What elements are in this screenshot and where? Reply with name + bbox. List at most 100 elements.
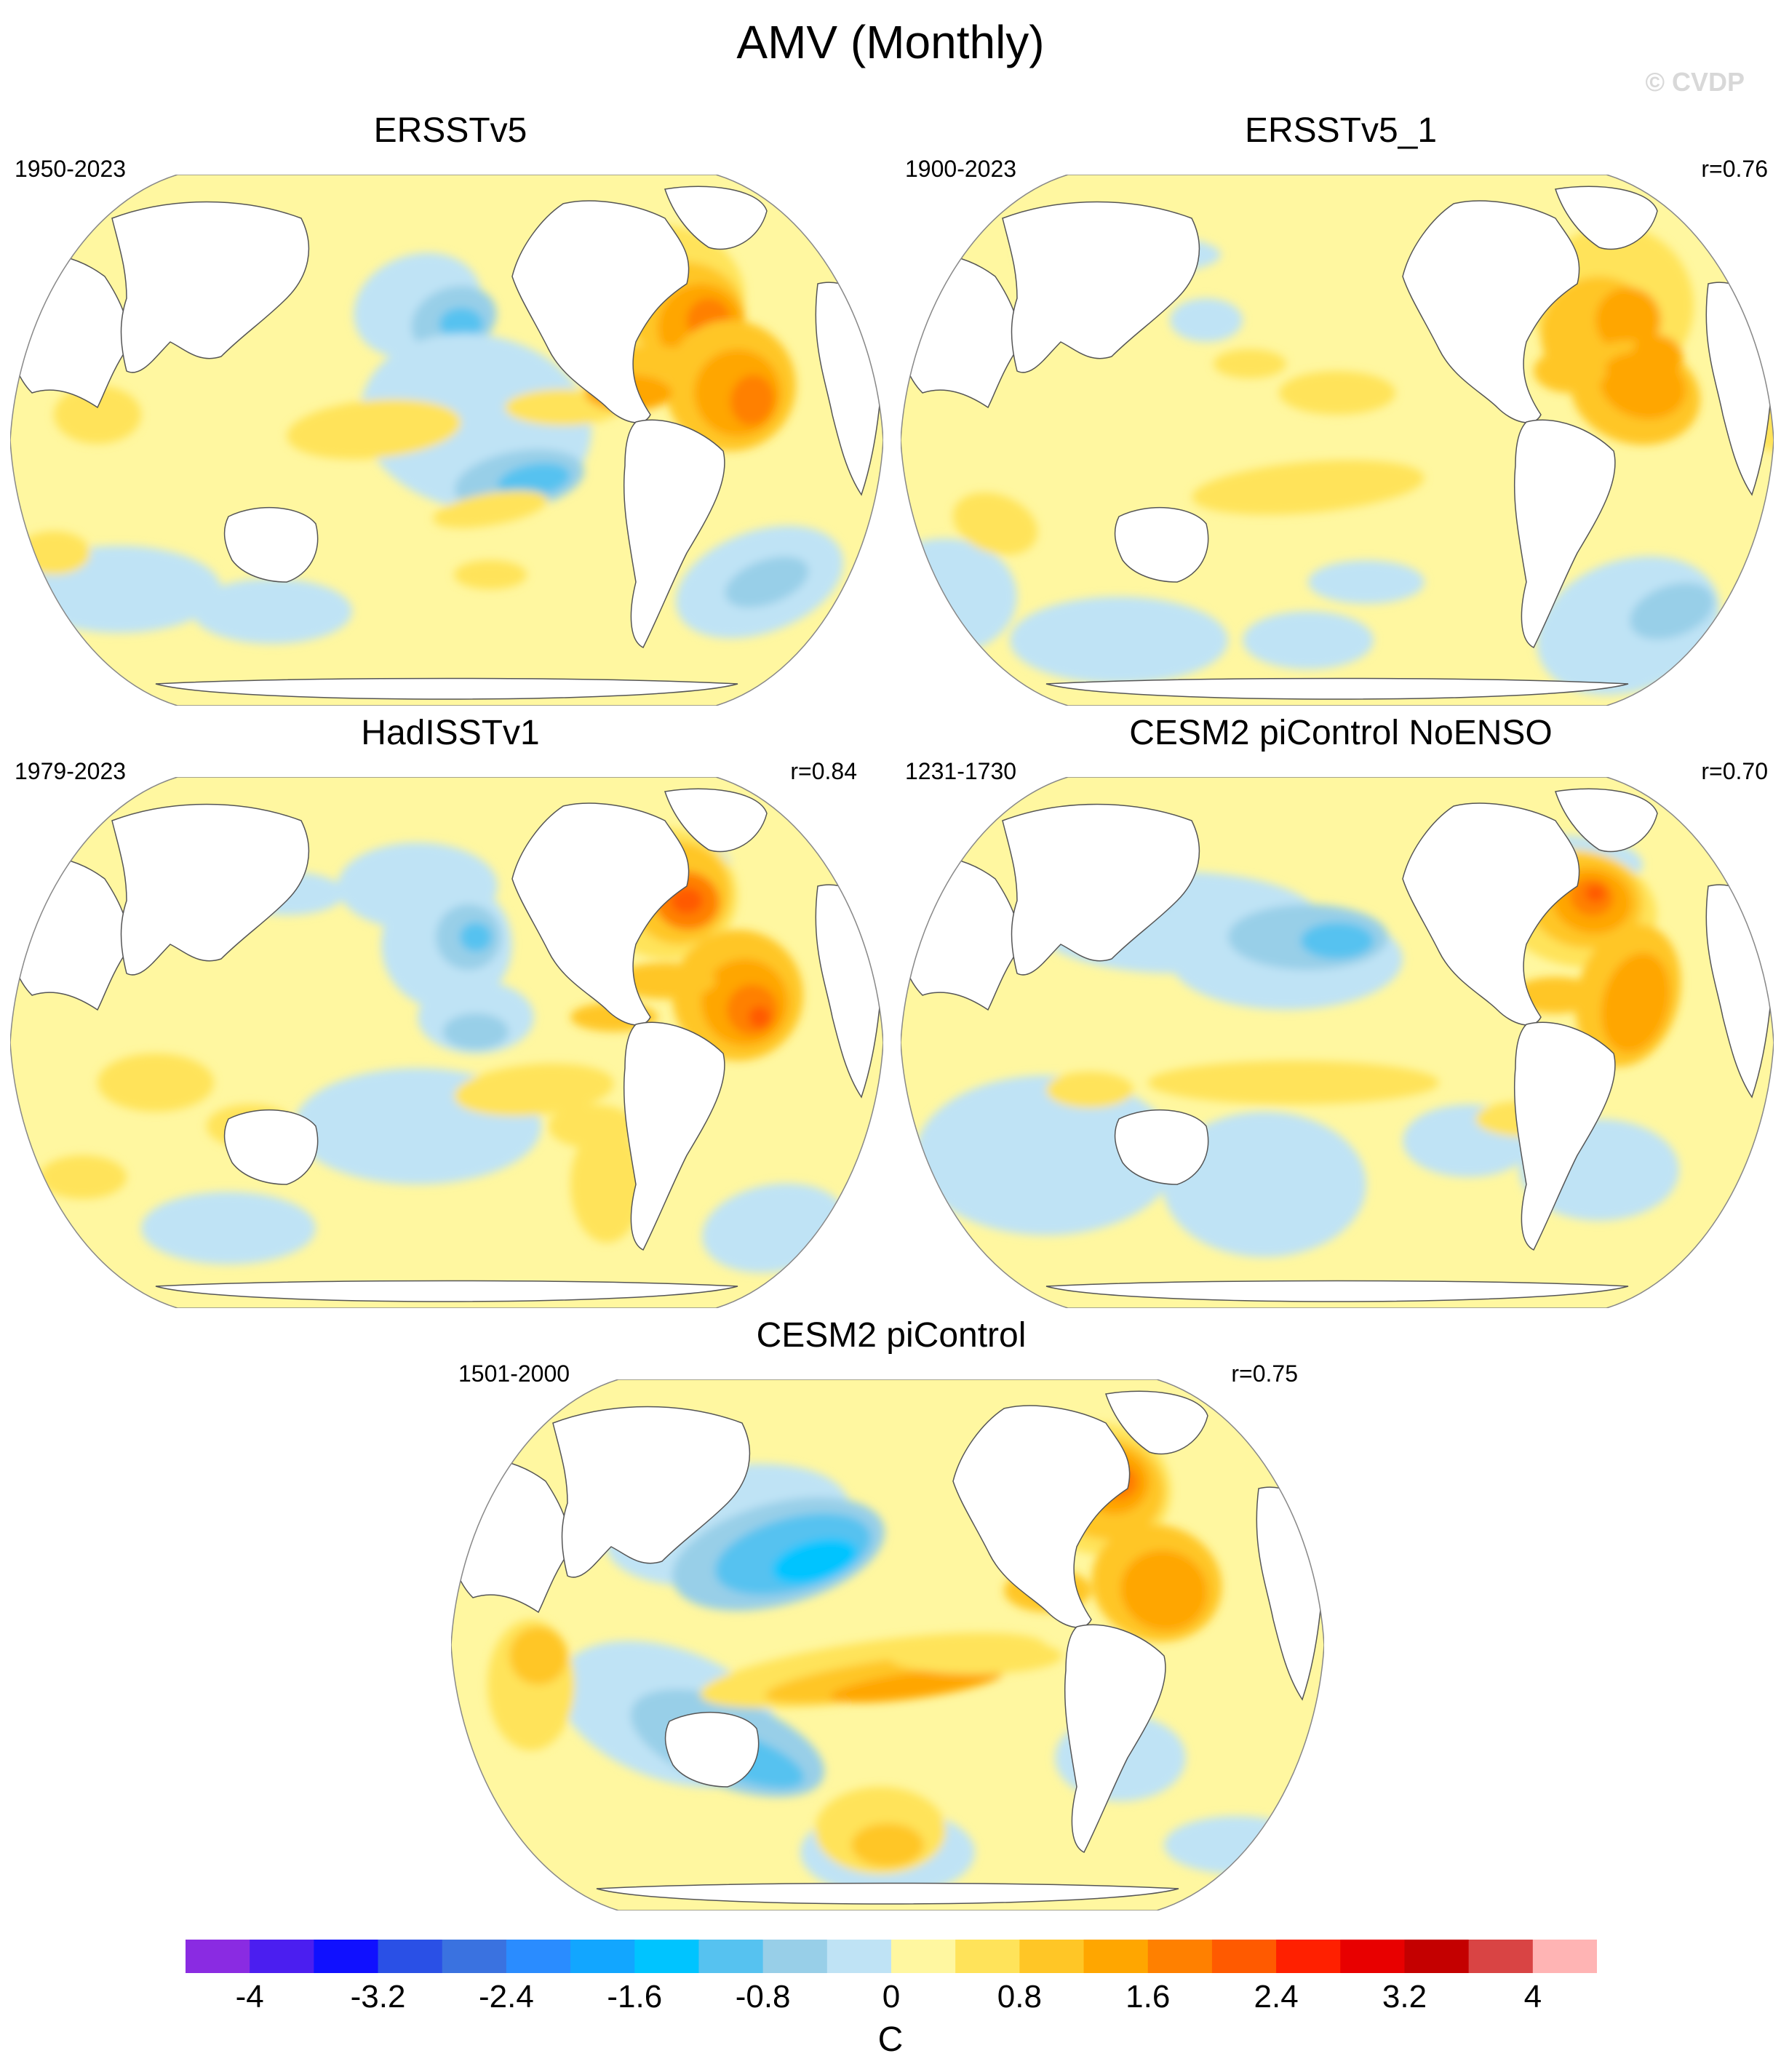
anomaly-contour xyxy=(570,1126,643,1243)
land-mass xyxy=(155,1280,738,1302)
land-mass xyxy=(664,788,768,853)
anomaly-contour xyxy=(17,531,90,575)
panel-correlation: r=0.75 xyxy=(1231,1360,1298,1387)
robinson-map xyxy=(901,175,1774,706)
anomaly-contour xyxy=(1243,611,1374,669)
land-mass xyxy=(596,1882,1179,1905)
colorbar-tick-label: 0.8 xyxy=(997,1979,1042,2015)
colorbar-segment xyxy=(1083,1940,1149,1973)
colorbar-tick-label: -4 xyxy=(235,1979,264,2015)
anomaly-contour xyxy=(192,578,352,644)
panel-period: 1979-2023 xyxy=(15,758,127,784)
anomaly-contour xyxy=(1630,583,1714,639)
anomaly-contour xyxy=(1279,371,1395,415)
land-mass xyxy=(1402,200,1580,423)
anomaly-contour xyxy=(830,1667,1003,1703)
land-mass xyxy=(664,186,768,250)
anomaly-contour xyxy=(439,308,483,340)
anomaly-contour xyxy=(1534,349,1606,393)
anomaly-contour xyxy=(1164,1816,1310,1874)
anomaly-contour xyxy=(1601,952,1670,1053)
anomaly-contour xyxy=(1585,885,1606,902)
land-mass xyxy=(1402,802,1580,1026)
map-outline xyxy=(451,1379,1324,1910)
panel-period: 1231-1730 xyxy=(905,758,1017,784)
anomaly-contour xyxy=(725,557,809,607)
anomaly-contour xyxy=(460,923,492,952)
land-mass xyxy=(1114,506,1209,583)
robinson-map xyxy=(901,777,1774,1308)
colorbar-segment xyxy=(1532,1940,1597,1973)
colorbar-segment xyxy=(1276,1940,1341,1973)
colorbar-segment xyxy=(634,1940,699,1973)
land-mass xyxy=(1105,1390,1208,1455)
land-mass xyxy=(511,200,690,423)
colorbar-segment xyxy=(1211,1940,1277,1973)
colorbar-segment xyxy=(698,1940,764,1973)
anomaly-contour xyxy=(1010,597,1228,684)
map-outline xyxy=(10,777,883,1308)
colorbar-segment xyxy=(186,1940,250,1973)
anomaly-contour xyxy=(1148,1061,1439,1104)
panel-title: CESM2 piControl NoENSO xyxy=(1129,714,1553,752)
land-mass xyxy=(623,1021,725,1251)
anomaly-contour xyxy=(443,1013,509,1050)
colorbar-tick-label: 4 xyxy=(1523,1979,1542,2015)
anomaly-contour xyxy=(498,463,570,498)
colorbar xyxy=(186,1940,1597,1973)
anomaly-contour xyxy=(671,888,703,914)
robinson-map xyxy=(10,175,883,706)
panel-title: CESM2 piControl xyxy=(756,1316,1027,1355)
robinson-map xyxy=(10,777,883,1308)
anomaly-contour xyxy=(287,399,461,460)
anomaly-contour xyxy=(454,1063,614,1117)
colorbar-segment xyxy=(1468,1940,1534,1973)
colorbar-segment xyxy=(314,1940,379,1973)
anomaly-contour xyxy=(1301,923,1374,959)
land-mass xyxy=(1114,1109,1209,1185)
anomaly-contour xyxy=(851,1823,924,1867)
colorbar-segment xyxy=(442,1940,507,1973)
land-mass xyxy=(1045,677,1629,700)
colorbar-segment xyxy=(955,1940,1020,1973)
colorbar-tick-label: -0.8 xyxy=(735,1979,791,2015)
panel-correlation: r=0.76 xyxy=(1701,156,1768,182)
anomaly-contour xyxy=(141,1192,316,1264)
anomaly-contour xyxy=(509,1627,567,1685)
colorbar-tick-label: 3.2 xyxy=(1382,1979,1427,2015)
anomaly-contour xyxy=(433,490,548,528)
colorbar-tick-label: -3.2 xyxy=(350,1979,406,2015)
anomaly-contour xyxy=(915,1075,1177,1235)
panel-period: 1900-2023 xyxy=(905,156,1017,182)
figure-title: AMV (Monthly) xyxy=(736,16,1045,68)
watermark: © CVDP xyxy=(1645,67,1745,97)
colorbar-segment xyxy=(1340,1940,1405,1973)
anomaly-contour xyxy=(39,1155,127,1199)
colorbar-segment xyxy=(1404,1940,1470,1973)
anomaly-contour xyxy=(614,963,716,999)
panel-title: HadISSTv1 xyxy=(361,714,540,752)
anomaly-contour xyxy=(749,1006,770,1028)
anomaly-contour xyxy=(1192,460,1425,515)
anomaly-contour xyxy=(1595,287,1661,353)
colorbar-segment xyxy=(250,1940,314,1973)
land-mass xyxy=(1045,1280,1629,1302)
colorbar-tick-label: 1.6 xyxy=(1125,1979,1171,2015)
anomaly-contour xyxy=(1632,334,1683,379)
anomaly-contour xyxy=(1170,298,1243,342)
anomaly-contour xyxy=(1163,1112,1366,1257)
land-mass xyxy=(552,1406,751,1578)
anomaly-contour xyxy=(1120,1550,1208,1631)
land-mass xyxy=(623,419,725,649)
map-outline xyxy=(901,175,1774,706)
panel-correlation: r=0.70 xyxy=(1701,758,1768,784)
land-mass xyxy=(664,1711,760,1788)
land-mass xyxy=(952,1405,1131,1628)
panel-correlation: r=0.84 xyxy=(790,758,857,784)
anomaly-contour xyxy=(1308,560,1425,604)
land-mass xyxy=(111,803,310,976)
map-panel-erssstv5: ERSSTv5 1950-2023 xyxy=(10,109,890,706)
anomaly-contour xyxy=(1046,1072,1133,1108)
anomaly-contour xyxy=(1214,349,1286,378)
map-panel-hadisstv1: HadISSTv1 1979-2023 r=0.84 xyxy=(10,712,890,1308)
